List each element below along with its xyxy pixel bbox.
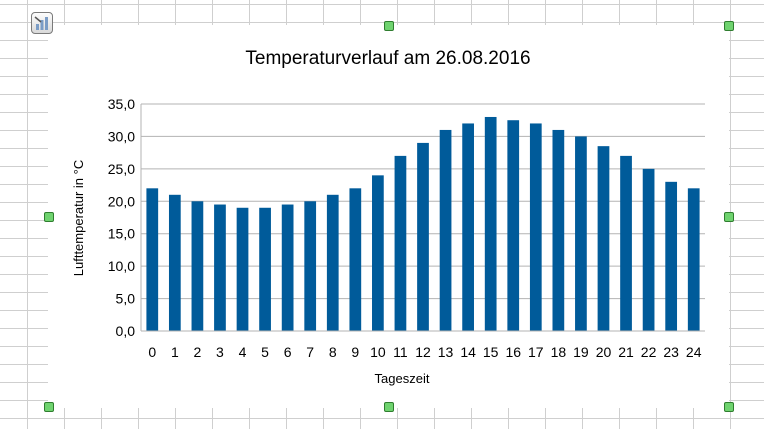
y-tick-label: 15,0 [108, 226, 135, 242]
bar-2 [191, 201, 204, 331]
x-tick-label: 15 [483, 344, 499, 360]
x-tick-label: 22 [641, 344, 657, 360]
x-tick-label: 1 [171, 344, 179, 360]
bar-20 [597, 146, 610, 331]
x-tick-label: 13 [438, 344, 454, 360]
x-tick-labels: 0 1 2 3 4 5 6 7 8 9 10 11 12 13 14 15 16 17 18 19 20 21 22 23 24 [148, 344, 701, 360]
x-tick-label: 4 [239, 344, 247, 360]
axes [140, 104, 705, 332]
y-tick-label: 35,0 [108, 96, 135, 112]
bar-3 [214, 204, 226, 331]
x-tick-label: 17 [528, 344, 544, 360]
x-tick-label: 2 [194, 344, 202, 360]
x-tick-label: 21 [618, 344, 634, 360]
x-tick-label: 11 [393, 344, 408, 360]
x-tick-label: 14 [460, 344, 476, 360]
bar-22 [642, 168, 655, 331]
chart-edit-button[interactable] [31, 12, 53, 34]
x-tick-label: 16 [505, 344, 521, 360]
bar-8 [326, 194, 339, 331]
y-tick-label: 0,0 [116, 323, 136, 339]
resize-handle-middle-left[interactable] [44, 212, 54, 222]
chart-wizard-icon [34, 16, 48, 30]
x-tick-label: 12 [415, 344, 431, 360]
bar-23 [665, 181, 678, 331]
resize-handle-top-right[interactable] [724, 21, 734, 31]
bars [146, 116, 700, 331]
x-tick-label: 19 [573, 344, 589, 360]
x-tick-label: 9 [351, 344, 359, 360]
x-tick-label: 3 [216, 344, 224, 360]
bar-17 [529, 123, 542, 331]
bar-18 [552, 129, 565, 331]
x-tick-label: 18 [551, 344, 567, 360]
x-tick-label: 8 [329, 344, 337, 360]
bar-0 [146, 188, 159, 331]
bar-15 [484, 116, 497, 331]
chart-area[interactable] [48, 25, 729, 408]
x-tick-label: 24 [686, 344, 702, 360]
bar-21 [620, 155, 632, 331]
x-axis-label: Tageszeit [375, 371, 430, 386]
bar-7 [304, 201, 317, 331]
bar-16 [507, 120, 520, 331]
x-tick-label: 20 [596, 344, 612, 360]
x-tick-label: 5 [261, 344, 269, 360]
y-tick-label: 5,0 [116, 291, 136, 307]
x-tick-label: 0 [148, 344, 156, 360]
y-tick-label: 10,0 [108, 258, 135, 274]
x-tick-label: 10 [370, 344, 386, 360]
bar-24 [687, 188, 700, 331]
resize-handle-top-center[interactable] [384, 21, 394, 31]
resize-handle-middle-right[interactable] [724, 212, 734, 222]
bar-4 [236, 207, 249, 331]
chart-title: Temperaturverlauf am 26.08.2016 [245, 48, 530, 69]
bar-5 [259, 207, 271, 331]
bar-9 [349, 188, 362, 331]
bar-1 [168, 194, 181, 331]
resize-handle-bottom-center[interactable] [384, 402, 394, 412]
y-tick-label: 30,0 [108, 128, 135, 144]
bar-10 [372, 175, 384, 331]
x-tick-label: 6 [284, 344, 292, 360]
bar-12 [417, 142, 429, 331]
y-axis-label: Lufttemperatur in °C [71, 160, 86, 276]
bar-6 [281, 204, 294, 331]
bar-19 [575, 136, 587, 331]
y-tick-labels: 0,0 5,0 10,0 15,0 20,0 25,0 30,0 35,0 [108, 96, 135, 339]
bar-13 [439, 129, 452, 331]
y-tick-label: 25,0 [108, 161, 135, 177]
bar-14 [462, 123, 474, 331]
y-tick-label: 20,0 [108, 193, 135, 209]
resize-handle-bottom-right[interactable] [724, 402, 734, 412]
resize-handle-bottom-left[interactable] [44, 402, 54, 412]
x-tick-label: 7 [306, 344, 314, 360]
bar-11 [394, 155, 407, 331]
x-tick-label: 23 [663, 344, 679, 360]
